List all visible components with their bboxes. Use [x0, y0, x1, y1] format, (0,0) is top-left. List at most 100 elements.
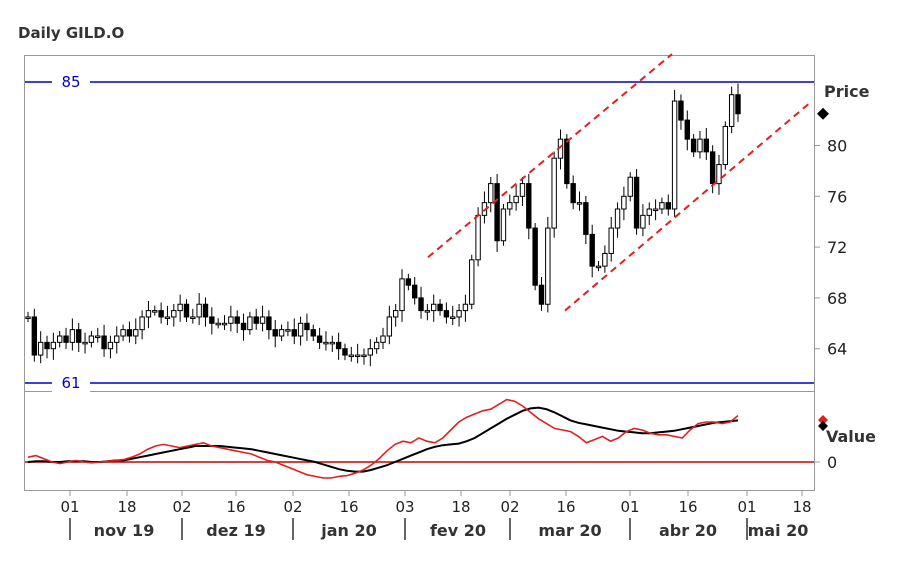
- candle-body: [202, 303, 209, 318]
- hline-label-bg: [52, 371, 90, 394]
- candle-body: [589, 233, 595, 267]
- candle-body: [665, 202, 671, 210]
- candle-body: [44, 341, 50, 350]
- candle-body: [450, 316, 456, 319]
- month-axis: nov 19 dez 19 jan 20 fev 20 mar 20 abr 20 mai …: [69, 518, 809, 540]
- x-tick-9: 16: [556, 498, 575, 516]
- indicator-series: [25, 398, 814, 479]
- candle-body: [272, 329, 278, 337]
- candle-body: [354, 354, 361, 358]
- candle-body: [716, 164, 722, 185]
- candle-body: [228, 316, 234, 324]
- month-label-4: mar 20: [538, 521, 601, 540]
- candle-body: [56, 335, 63, 343]
- candle-body: [82, 341, 88, 345]
- candle-body: [31, 316, 38, 356]
- candle-body: [367, 348, 374, 356]
- candle-body: [526, 183, 532, 229]
- candle-body: [399, 278, 405, 312]
- candle-body: [133, 329, 139, 337]
- candle-body: [411, 284, 418, 299]
- candle-body: [703, 138, 710, 153]
- candle-body: [329, 341, 335, 345]
- last-price-marker: [817, 107, 829, 120]
- candle-body: [196, 303, 202, 318]
- candle-body: [177, 303, 183, 312]
- candle-body: [323, 341, 329, 345]
- x-tick-13: 18: [792, 498, 811, 516]
- candle-body: [735, 94, 741, 115]
- month-label-1: dez 19: [206, 521, 265, 540]
- candle-body: [507, 202, 513, 210]
- candle-body: [462, 303, 469, 312]
- candle-body: [361, 354, 367, 358]
- x-tick-3: 16: [226, 498, 245, 516]
- month-label-6: mai 20: [748, 521, 809, 540]
- candle-body: [285, 329, 291, 332]
- candle-body: [240, 322, 247, 331]
- candle-body: [519, 183, 526, 197]
- candle-body: [633, 176, 640, 229]
- candle-body: [608, 227, 614, 254]
- candle-body: [247, 316, 253, 331]
- candle-body: [418, 297, 424, 312]
- candle-body: [310, 329, 316, 337]
- candle-body: [709, 151, 716, 185]
- candle-body: [678, 100, 684, 121]
- candle-body: [621, 195, 627, 210]
- candle-body: [234, 316, 240, 324]
- x-tick-5: 16: [339, 498, 358, 516]
- candle-body: [722, 125, 729, 166]
- candle-body: [139, 316, 145, 331]
- macd-marker: [818, 421, 828, 431]
- candle-body: [37, 341, 44, 356]
- candle-body: [259, 316, 266, 324]
- candle-body: [221, 322, 228, 326]
- candlestick-series: [25, 83, 741, 367]
- hline-label-bg: [52, 71, 90, 93]
- candle-body: [183, 303, 190, 318]
- candle-body: [209, 316, 215, 324]
- candle-body: [158, 310, 164, 318]
- candle-body: [570, 183, 576, 204]
- x-tick-8: 02: [500, 498, 519, 516]
- candle-body: [684, 119, 690, 140]
- candle-body: [538, 284, 545, 305]
- candle-body: [659, 202, 665, 210]
- candle-body: [190, 316, 196, 319]
- candle-body: [164, 316, 171, 319]
- candle-body: [152, 310, 158, 313]
- candle-body: [494, 183, 500, 242]
- candle-body: [595, 265, 602, 269]
- price-tick-80: 80: [827, 137, 847, 156]
- candle-body: [278, 329, 285, 337]
- candle-body: [386, 316, 393, 337]
- candle-body: [88, 335, 95, 343]
- candle-body: [583, 202, 589, 235]
- candle-body: [69, 329, 76, 343]
- candle-body: [551, 157, 557, 229]
- price-axis-label: Price: [824, 82, 870, 101]
- candle-body: [646, 208, 652, 216]
- x-tick-10: 01: [620, 498, 639, 516]
- candle-body: [513, 195, 519, 204]
- channel-line-1: [564, 100, 813, 312]
- candle-body: [564, 138, 570, 185]
- candle-body: [266, 316, 272, 331]
- candle-body: [392, 310, 399, 318]
- candle-body: [348, 354, 355, 358]
- chart-title: Daily GILD.O: [18, 24, 124, 42]
- candle-body: [431, 303, 437, 312]
- month-label-5: abr 20: [659, 521, 717, 540]
- candle-body: [304, 322, 310, 331]
- x-tick-4: 02: [283, 498, 302, 516]
- candle-body: [297, 322, 304, 337]
- candle-body: [469, 259, 475, 305]
- price-tick-64: 64: [827, 340, 847, 359]
- date-axis: 01 18 02 16 02 16 03 18 02 16 01 16 01 18: [60, 490, 812, 516]
- candle-body: [145, 310, 152, 318]
- macd-line: [27, 406, 739, 473]
- candle-body: [120, 329, 126, 337]
- candle-body: [545, 227, 551, 305]
